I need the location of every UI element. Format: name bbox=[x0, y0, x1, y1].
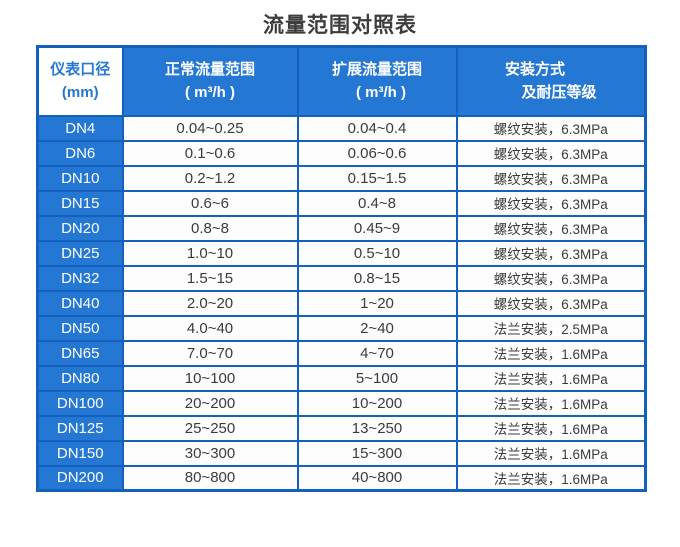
header-extended-line1: 扩展流量范围 bbox=[331, 61, 422, 78]
normal-range-cell: 80~800 bbox=[121, 464, 299, 492]
dn-cell: DN40 bbox=[36, 289, 124, 317]
normal-range-cell: 1.0~10 bbox=[121, 239, 299, 267]
extended-range-cell: 4~70 bbox=[296, 339, 458, 367]
header-row: 仪表口径 (mm) 正常流量范围 ( m³/h ) 扩展流量范围 ( m³/h … bbox=[36, 45, 647, 117]
extended-range-cell: 0.4~8 bbox=[296, 189, 458, 217]
installation-cell: 螺纹安装，6.3MPa bbox=[455, 214, 647, 242]
extended-range-cell: 0.15~1.5 bbox=[296, 164, 458, 192]
table-row: DN200 80~800 40~800 法兰安装，1.6MPa bbox=[36, 464, 647, 492]
normal-range-cell: 0.2~1.2 bbox=[121, 164, 299, 192]
dn-cell: DN200 bbox=[36, 464, 124, 492]
flow-range-table: 仪表口径 (mm) 正常流量范围 ( m³/h ) 扩展流量范围 ( m³/h … bbox=[36, 45, 647, 492]
dn-cell: DN25 bbox=[36, 239, 124, 267]
installation-cell: 法兰安装，1.6MPa bbox=[455, 439, 647, 467]
table-row: DN65 7.0~70 4~70 法兰安装，1.6MPa bbox=[36, 339, 647, 367]
header-diameter-line1: 仪表口径 bbox=[50, 61, 111, 78]
dn-cell: DN32 bbox=[36, 264, 124, 292]
table-row: DN125 25~250 13~250 法兰安装，1.6MPa bbox=[36, 414, 647, 442]
installation-cell: 螺纹安装，6.3MPa bbox=[455, 189, 647, 217]
header-extended-range: 扩展流量范围 ( m³/h ) bbox=[296, 45, 458, 117]
dn-cell: DN150 bbox=[36, 439, 124, 467]
page-title: 流量范围对照表 bbox=[263, 14, 417, 37]
table-row: DN10 0.2~1.2 0.15~1.5 螺纹安装，6.3MPa bbox=[36, 164, 647, 192]
installation-cell: 螺纹安装，6.3MPa bbox=[455, 289, 647, 317]
dn-cell: DN20 bbox=[36, 214, 124, 242]
installation-cell: 法兰安装，1.6MPa bbox=[455, 389, 647, 417]
extended-range-cell: 1~20 bbox=[296, 289, 458, 317]
header-normal-line1: 正常流量范围 bbox=[164, 61, 255, 78]
extended-range-cell: 5~100 bbox=[296, 364, 458, 392]
normal-range-cell: 0.8~8 bbox=[121, 214, 299, 242]
normal-range-cell: 0.04~0.25 bbox=[121, 114, 299, 142]
header-install-line2: 及耐压等级 bbox=[521, 84, 597, 102]
dn-cell: DN100 bbox=[36, 389, 124, 417]
header-normal-line2: ( m³/h ) bbox=[185, 84, 235, 102]
dn-cell: DN125 bbox=[36, 414, 124, 442]
dn-cell: DN15 bbox=[36, 189, 124, 217]
dn-cell: DN4 bbox=[36, 114, 124, 142]
header-install-line1: 安装方式 bbox=[504, 61, 565, 78]
normal-range-cell: 25~250 bbox=[121, 414, 299, 442]
header-normal-range: 正常流量范围 ( m³/h ) bbox=[121, 45, 299, 117]
table-row: DN32 1.5~15 0.8~15 螺纹安装，6.3MPa bbox=[36, 264, 647, 292]
dn-cell: DN80 bbox=[36, 364, 124, 392]
normal-range-cell: 30~300 bbox=[121, 439, 299, 467]
extended-range-cell: 10~200 bbox=[296, 389, 458, 417]
table-row: DN15 0.6~6 0.4~8 螺纹安装，6.3MPa bbox=[36, 189, 647, 217]
extended-range-cell: 0.5~10 bbox=[296, 239, 458, 267]
installation-cell: 螺纹安装，6.3MPa bbox=[455, 239, 647, 267]
table-row: DN25 1.0~10 0.5~10 螺纹安装，6.3MPa bbox=[36, 239, 647, 267]
normal-range-cell: 20~200 bbox=[121, 389, 299, 417]
dn-cell: DN10 bbox=[36, 164, 124, 192]
normal-range-cell: 4.0~40 bbox=[121, 314, 299, 342]
table-row: DN80 10~100 5~100 法兰安装，1.6MPa bbox=[36, 364, 647, 392]
installation-cell: 法兰安装，1.6MPa bbox=[455, 464, 647, 492]
table-row: DN100 20~200 10~200 法兰安装，1.6MPa bbox=[36, 389, 647, 417]
extended-range-cell: 2~40 bbox=[296, 314, 458, 342]
extended-range-cell: 0.04~0.4 bbox=[296, 114, 458, 142]
dn-cell: DN6 bbox=[36, 139, 124, 167]
normal-range-cell: 7.0~70 bbox=[121, 339, 299, 367]
extended-range-cell: 15~300 bbox=[296, 439, 458, 467]
header-diameter: 仪表口径 (mm) bbox=[36, 45, 124, 117]
extended-range-cell: 13~250 bbox=[296, 414, 458, 442]
table-row: DN6 0.1~0.6 0.06~0.6 螺纹安装，6.3MPa bbox=[36, 139, 647, 167]
header-installation: 安装方式 及耐压等级 bbox=[455, 45, 647, 117]
normal-range-cell: 2.0~20 bbox=[121, 289, 299, 317]
normal-range-cell: 0.1~0.6 bbox=[121, 139, 299, 167]
dn-cell: DN50 bbox=[36, 314, 124, 342]
installation-cell: 螺纹安装，6.3MPa bbox=[455, 264, 647, 292]
extended-range-cell: 0.06~0.6 bbox=[296, 139, 458, 167]
table-row: DN50 4.0~40 2~40 法兰安装，2.5MPa bbox=[36, 314, 647, 342]
installation-cell: 法兰安装，1.6MPa bbox=[455, 414, 647, 442]
header-diameter-line2: (mm) bbox=[61, 84, 99, 102]
normal-range-cell: 1.5~15 bbox=[121, 264, 299, 292]
table-row: DN150 30~300 15~300 法兰安装，1.6MPa bbox=[36, 439, 647, 467]
table-row: DN40 2.0~20 1~20 螺纹安装，6.3MPa bbox=[36, 289, 647, 317]
extended-range-cell: 0.8~15 bbox=[296, 264, 458, 292]
extended-range-cell: 0.45~9 bbox=[296, 214, 458, 242]
normal-range-cell: 10~100 bbox=[121, 364, 299, 392]
installation-cell: 法兰安装，2.5MPa bbox=[455, 314, 647, 342]
installation-cell: 螺纹安装，6.3MPa bbox=[455, 164, 647, 192]
installation-cell: 法兰安装，1.6MPa bbox=[455, 364, 647, 392]
table-row: DN4 0.04~0.25 0.04~0.4 螺纹安装，6.3MPa bbox=[36, 114, 647, 142]
dn-cell: DN65 bbox=[36, 339, 124, 367]
installation-cell: 螺纹安装，6.3MPa bbox=[455, 114, 647, 142]
extended-range-cell: 40~800 bbox=[296, 464, 458, 492]
installation-cell: 螺纹安装，6.3MPa bbox=[455, 139, 647, 167]
normal-range-cell: 0.6~6 bbox=[121, 189, 299, 217]
table-row: DN20 0.8~8 0.45~9 螺纹安装，6.3MPa bbox=[36, 214, 647, 242]
installation-cell: 法兰安装，1.6MPa bbox=[455, 339, 647, 367]
header-extended-line2: ( m³/h ) bbox=[355, 84, 406, 102]
